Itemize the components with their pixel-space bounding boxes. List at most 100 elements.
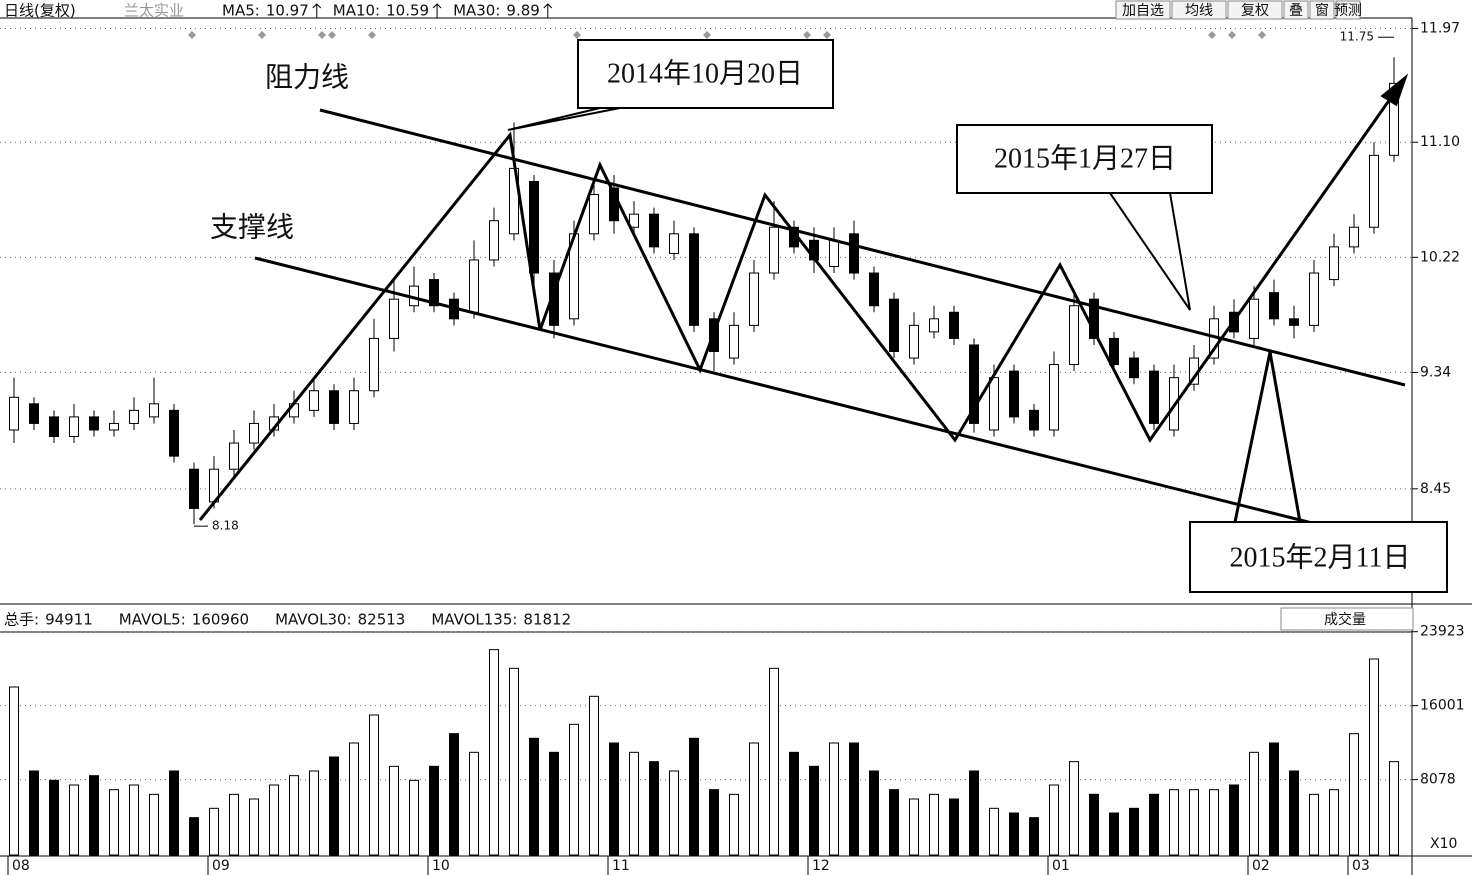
annotation: 阻力线 [265, 61, 349, 93]
volume-bar [49, 779, 59, 856]
volume-bar [989, 807, 999, 856]
annotation: 2015年1月27日 [994, 142, 1176, 174]
volume-bar [1329, 789, 1339, 856]
volume-bar [849, 742, 859, 856]
indicator-value: 10.97 [266, 2, 309, 20]
x-tick-label: 02 [1252, 858, 1270, 874]
volume-bar [509, 667, 519, 856]
volume-bar [289, 775, 299, 856]
indicator-label: MAVOL5: [119, 611, 186, 629]
x-tick-label: 09 [212, 858, 230, 874]
y-tick-label: 11.10 [1420, 134, 1460, 150]
candle-body [369, 337, 379, 392]
candle-body [1349, 226, 1359, 248]
toolbar-button[interactable] [1115, 0, 1171, 20]
volume-bar [829, 742, 839, 856]
toolbar-button-label[interactable]: 均线 [1185, 3, 1213, 19]
volume-bar [449, 733, 459, 856]
volume-bar [149, 793, 159, 856]
volume-bar [489, 649, 499, 856]
y-tick-label: 8.45 [1420, 481, 1451, 497]
event-marker [328, 31, 336, 39]
annotation: 支撑线 [210, 211, 294, 243]
toolbar-button-label[interactable]: 窗 [1315, 2, 1329, 19]
toolbar-button[interactable] [1309, 0, 1335, 20]
toolbar-button-label[interactable]: 加自选 [1122, 3, 1164, 19]
up-arrow [312, 3, 322, 18]
candle-body [649, 213, 659, 248]
candle-body [1029, 409, 1039, 431]
selector[interactable] [1280, 607, 1414, 631]
volume-bar [689, 737, 699, 856]
indicator-value: 9.89 [506, 2, 539, 20]
arrow-head [1380, 73, 1409, 107]
candle-body [469, 259, 479, 313]
x-tick-label: 08 [12, 858, 30, 874]
y-tick-label: 11.97 [1420, 20, 1460, 36]
volume-bar [1109, 812, 1119, 856]
volume-bar [269, 784, 279, 856]
volume-bar [429, 765, 439, 856]
volume-bar [89, 775, 99, 856]
indicator-label: 总手: [4, 611, 39, 629]
candle-body [349, 390, 359, 424]
candle-body [629, 213, 639, 228]
toolbar-button-label[interactable]: 预测 [1334, 3, 1362, 19]
candle-body [329, 390, 339, 424]
volume-bar [229, 793, 239, 856]
candle-body [749, 272, 759, 326]
candle-body [1009, 370, 1019, 418]
volume-bar [1209, 789, 1219, 856]
candle-body [689, 233, 699, 326]
volume-bar [1149, 793, 1159, 856]
volume-bar [869, 770, 879, 856]
indicator-value: 81812 [523, 611, 571, 629]
candle-body [729, 324, 739, 359]
toolbar-button[interactable] [1283, 0, 1309, 20]
y-tick-label: 9.34 [1420, 364, 1451, 380]
candle-body [1369, 154, 1379, 228]
candle-body [1049, 364, 1059, 431]
indicator-label: MAVOL135: [431, 611, 517, 629]
volume-bar [769, 667, 779, 856]
volume-bar [189, 817, 199, 856]
candle-body [969, 344, 979, 424]
event-marker [258, 31, 266, 39]
volume-bar [369, 714, 379, 856]
volume-bar [529, 737, 539, 856]
volume-bar [169, 770, 179, 856]
indicator-value: 10.59 [386, 2, 429, 20]
toolbar-button[interactable] [1171, 0, 1227, 20]
event-marker [573, 31, 581, 39]
annotation-lines [198, 39, 1448, 593]
volume-bar [1269, 742, 1279, 856]
event-marker [1258, 31, 1266, 39]
volume-bar [1049, 784, 1059, 856]
resistance-line [319, 108, 1406, 387]
event-marker [368, 31, 376, 39]
candle-body [1069, 305, 1079, 366]
up-arrow [432, 3, 442, 18]
toolbar-button[interactable] [1335, 0, 1361, 20]
y-tick-label: 16001 [1420, 698, 1465, 714]
callout-box [577, 39, 834, 109]
candle-body [169, 409, 179, 457]
toolbar-button[interactable] [1227, 0, 1283, 20]
selector-label[interactable]: 成交量 [1324, 611, 1366, 628]
volume-bar [1089, 793, 1099, 856]
candle-body [69, 416, 79, 438]
volume-bar [949, 798, 959, 856]
volume-bar [329, 756, 339, 856]
up-arrow [543, 3, 553, 18]
candle-body [1329, 246, 1339, 281]
toolbar-button-label[interactable]: 叠 [1289, 3, 1303, 19]
callout-box [1189, 521, 1448, 593]
support-line [254, 256, 1341, 532]
x-tick-label: 10 [432, 858, 450, 874]
x-tick-label: 01 [1052, 858, 1070, 874]
volume-bar [1229, 784, 1239, 856]
volume-bar [1069, 761, 1079, 856]
toolbar-button-label[interactable]: 复权 [1241, 2, 1269, 19]
volume-bar [309, 770, 319, 856]
